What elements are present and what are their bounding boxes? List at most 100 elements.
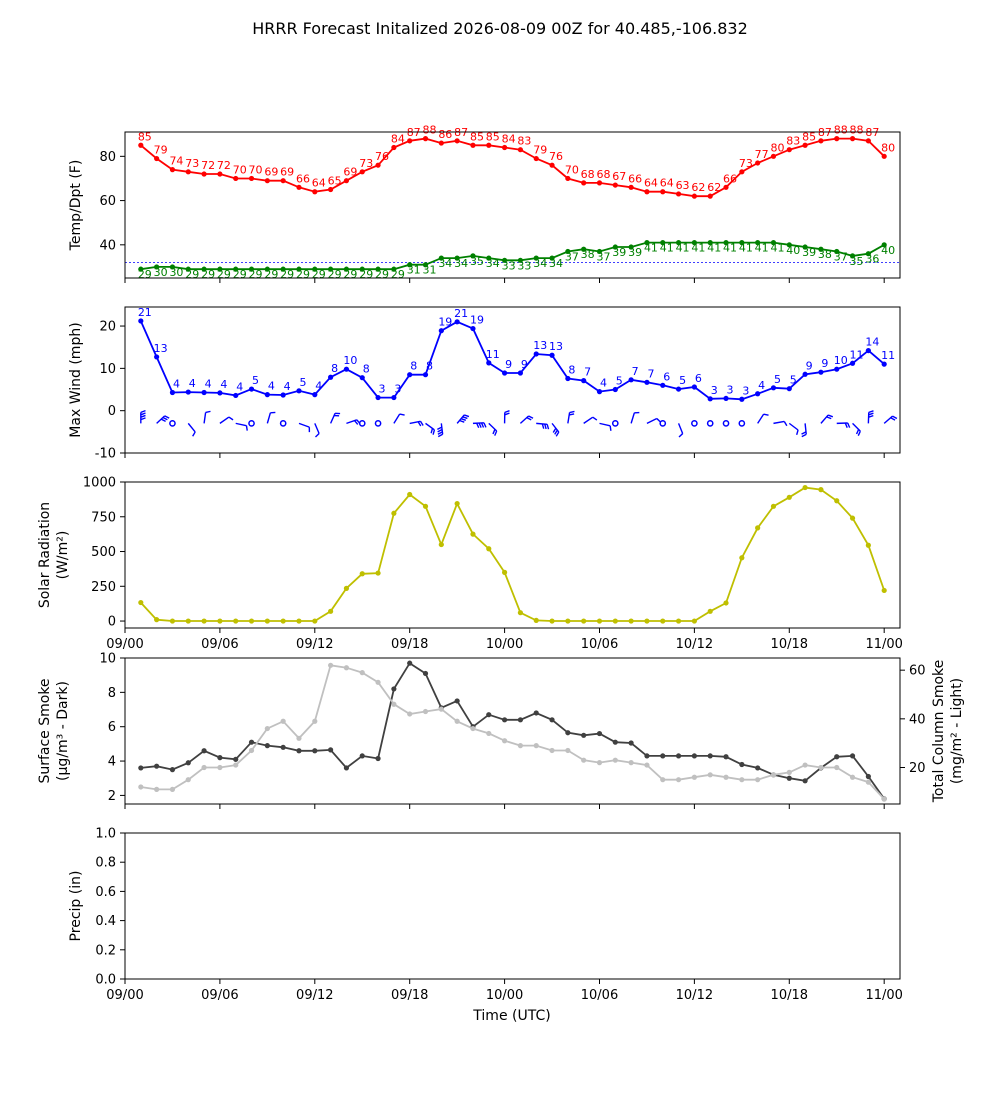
- data-label: 14: [865, 336, 879, 349]
- data-point: [881, 153, 887, 159]
- data-point: [755, 777, 761, 783]
- wind-barb-flag: [554, 429, 558, 435]
- wind-barb-staff: [266, 412, 272, 424]
- wind-barb-flag: [868, 412, 874, 416]
- data-point: [549, 618, 555, 624]
- data-point: [264, 266, 270, 272]
- wind-barb-staff: [788, 422, 799, 431]
- data-point: [391, 394, 397, 401]
- wind-barb: [646, 417, 661, 425]
- axes-frame: [124, 657, 901, 805]
- data-label: 4: [758, 379, 765, 392]
- data-label: 5: [299, 376, 306, 389]
- data-point: [691, 240, 697, 246]
- data-point: [201, 748, 207, 754]
- figure-title: HRRR Forecast Initalized 2026-08-09 00Z …: [252, 19, 748, 38]
- data-label: 30: [169, 266, 183, 279]
- data-point: [628, 377, 634, 383]
- data-point: [865, 251, 871, 257]
- data-label: 62: [707, 181, 721, 194]
- wind-barb-flag: [483, 422, 487, 428]
- data-point: [786, 386, 792, 392]
- wind-barb-staff: [536, 422, 548, 426]
- data-point: [407, 262, 413, 268]
- data-point: [802, 371, 808, 377]
- y-axis-label: Max Wind (mph): [68, 322, 84, 437]
- data-label: 64: [644, 177, 658, 190]
- x-tick-label: 10/00: [486, 637, 523, 652]
- wind-barb: [551, 422, 560, 437]
- data-point: [802, 484, 808, 491]
- data-point: [581, 618, 587, 624]
- data-label: 34: [438, 257, 452, 270]
- wind-barb-staff: [773, 420, 785, 425]
- x-tick-label: 09/12: [296, 637, 333, 652]
- data-label: 39: [612, 246, 626, 259]
- wind-barb-flag: [140, 417, 146, 421]
- data-point: [312, 748, 318, 754]
- wind-barb-flag: [460, 417, 467, 421]
- data-point: [280, 744, 286, 750]
- data-point: [154, 617, 160, 623]
- data-point: [628, 740, 634, 746]
- data-point: [470, 253, 476, 259]
- data-point: [723, 395, 729, 402]
- series-line: [140, 241, 885, 271]
- data-point: [138, 765, 144, 771]
- data-label: 29: [264, 268, 278, 281]
- wind-barb: [599, 422, 612, 431]
- data-point: [486, 546, 492, 552]
- y-right-tick-label: 60: [909, 664, 926, 679]
- data-label: 66: [723, 172, 737, 185]
- data-point: [723, 184, 729, 190]
- data-label: 77: [755, 148, 769, 161]
- wind-barb: [425, 422, 436, 435]
- wind-barb: [437, 423, 444, 438]
- wind-barb: [140, 409, 146, 424]
- data-label: 31: [423, 264, 437, 277]
- data-point: [755, 765, 761, 771]
- data-label: 85: [470, 130, 484, 143]
- data-point: [501, 738, 508, 744]
- wind-barb-flag: [892, 415, 898, 420]
- wind-barb-flag: [492, 429, 496, 435]
- y-axis-label: Solar Radiation: [37, 502, 53, 608]
- data-point: [675, 777, 682, 783]
- data-point: [407, 372, 413, 378]
- wind-barb-calm: [691, 420, 698, 427]
- data-point: [343, 366, 350, 372]
- data-point: [596, 389, 603, 395]
- data-label: 62: [691, 181, 705, 194]
- data-point: [375, 755, 381, 762]
- data-point: [723, 754, 729, 760]
- data-point: [296, 266, 302, 272]
- data-point: [248, 266, 255, 272]
- wind-barb-flag: [609, 425, 612, 431]
- data-point: [280, 178, 286, 184]
- data-label: 41: [739, 242, 753, 255]
- wind-barb-flag: [430, 428, 434, 434]
- data-point: [169, 389, 176, 396]
- y-tick-label: 250: [91, 580, 116, 595]
- data-point: [802, 244, 808, 250]
- data-point: [565, 730, 571, 736]
- data-point: [675, 191, 682, 197]
- y-axis-label: Temp/Dpt (F): [68, 160, 84, 252]
- wind-barb-flag: [544, 423, 547, 430]
- wind-barb: [503, 410, 510, 424]
- data-point: [802, 778, 808, 784]
- y-tick-label: 0: [108, 404, 116, 419]
- x-tick-label: 09/06: [201, 988, 238, 1003]
- data-point: [786, 494, 792, 500]
- x-tick-label: 09/00: [106, 988, 143, 1003]
- y-tick-label: 1000: [83, 476, 116, 491]
- data-point: [533, 743, 539, 749]
- y-tick-label: 10: [99, 652, 116, 667]
- data-point: [438, 255, 444, 261]
- data-label: 4: [205, 377, 212, 390]
- panel-smoke: 2 4 6 8 10 Surface Smoke (μg/m³ - Dark) 20 40 60 T…: [37, 652, 965, 809]
- wind-barb: [393, 413, 405, 424]
- wind-barb-calm: [358, 420, 366, 427]
- data-point: [707, 753, 713, 759]
- data-point: [660, 777, 666, 783]
